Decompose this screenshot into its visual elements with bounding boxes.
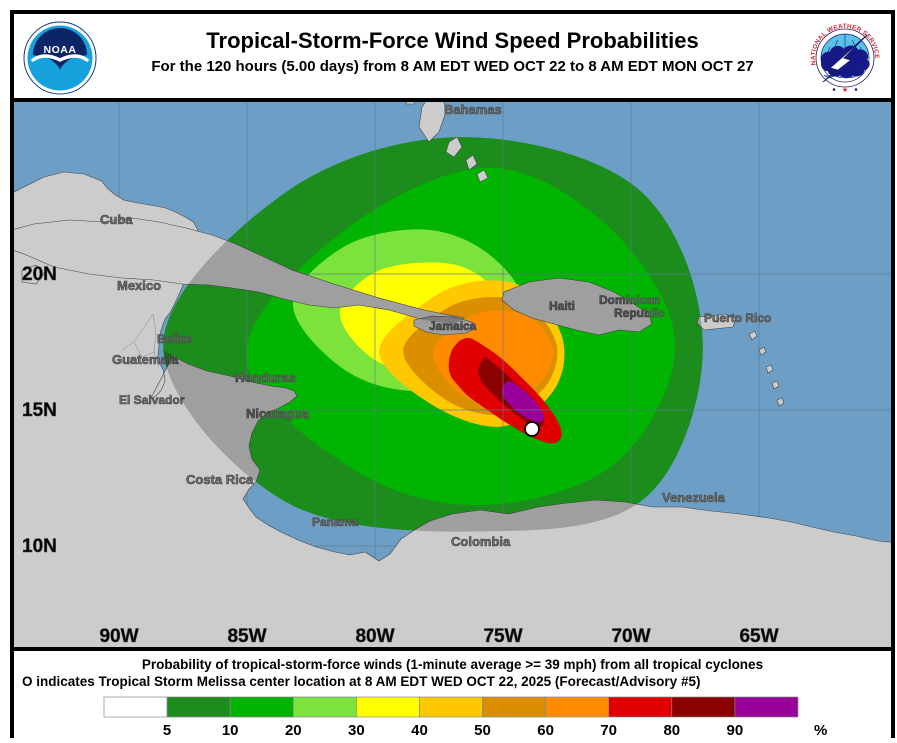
- svg-text:75W: 75W: [483, 626, 522, 647]
- svg-text:Venezuela: Venezuela: [662, 490, 726, 505]
- svg-text:65W: 65W: [739, 626, 778, 647]
- svg-text:Colombia: Colombia: [451, 534, 511, 549]
- svg-text:85W: 85W: [227, 626, 266, 647]
- svg-text:Bahamas: Bahamas: [444, 102, 502, 117]
- svg-text:Belize: Belize: [157, 332, 192, 346]
- svg-text:20N: 20N: [22, 264, 57, 285]
- svg-text:5: 5: [163, 722, 171, 739]
- svg-text:Costa Rica: Costa Rica: [186, 472, 254, 487]
- svg-text:20: 20: [285, 722, 302, 739]
- svg-text:Cuba: Cuba: [100, 212, 133, 227]
- svg-text:%: %: [814, 722, 827, 739]
- svg-text:10N: 10N: [22, 536, 57, 557]
- svg-text:90: 90: [727, 722, 744, 739]
- svg-text:40: 40: [411, 722, 428, 739]
- svg-text:Puerto Rico: Puerto Rico: [704, 311, 771, 325]
- svg-text:80W: 80W: [355, 626, 394, 647]
- svg-text:70W: 70W: [611, 626, 650, 647]
- svg-text:Mexico: Mexico: [117, 278, 161, 293]
- svg-text:10: 10: [222, 722, 239, 739]
- svg-text:Panama: Panama: [312, 515, 358, 529]
- svg-text:50: 50: [474, 722, 491, 739]
- svg-text:15N: 15N: [22, 400, 57, 421]
- svg-text:90W: 90W: [99, 626, 138, 647]
- svg-text:★: ★: [842, 86, 848, 94]
- svg-text:70: 70: [600, 722, 617, 739]
- svg-text:NOAA: NOAA: [44, 44, 77, 56]
- svg-text:60: 60: [537, 722, 554, 739]
- svg-text:El Salvador: El Salvador: [119, 393, 185, 407]
- svg-text:30: 30: [348, 722, 365, 739]
- svg-text:80: 80: [663, 722, 680, 739]
